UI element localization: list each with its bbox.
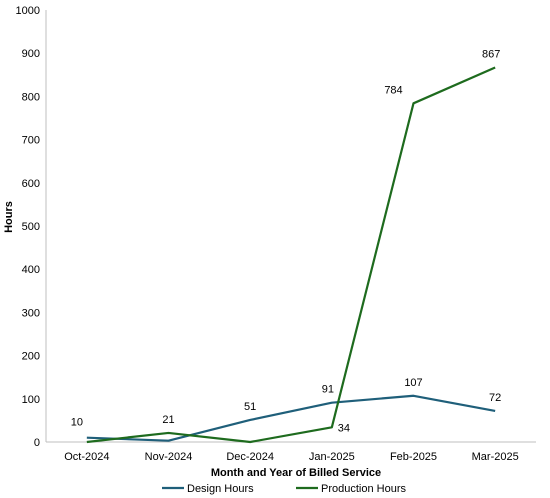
y-tick-label: 1000 [16,5,40,17]
legend-label: Production Hours [321,483,406,495]
data-label: 107 [404,377,422,389]
y-axis-title: Hours [3,201,15,233]
y-tick-label: 900 [22,48,40,60]
x-axis-title: Month and Year of Billed Service [211,467,381,479]
legend-label: Design Hours [187,483,254,495]
y-tick-label: 400 [22,264,40,276]
legend: Design Hours Production Hours [162,483,406,495]
series-lines [86,66,496,444]
x-tick-label: Mar-2025 [472,451,519,463]
data-label: 21 [162,414,174,426]
data-label: 72 [489,392,501,404]
y-tick-label: 300 [22,307,40,319]
x-tick-label: Nov-2024 [145,451,193,463]
data-label: 91 [322,384,334,396]
x-tick-label: Oct-2024 [64,451,109,463]
data-label: 34 [338,422,350,434]
y-tick-label: 0 [34,437,40,449]
data-label: 51 [244,401,256,413]
y-tick-label: 700 [22,135,40,147]
x-tick-label: Dec-2024 [226,451,274,463]
data-labels: 10 51 91 107 72 21 34 784 867 [71,48,502,434]
axes [45,10,536,443]
series-line-design-hours [86,394,496,442]
x-tick-label: Feb-2025 [390,451,437,463]
data-label: 867 [482,48,500,60]
y-tick-labels: 0 100 200 300 400 500 600 700 800 900 1000 [16,5,40,449]
data-label: 10 [71,417,83,429]
series-line-production-hours [86,66,496,444]
y-tick-label: 500 [22,221,40,233]
y-tick-label: 800 [22,91,40,103]
x-tick-label: Jan-2025 [309,451,355,463]
data-label: 784 [384,84,402,96]
y-tick-label: 200 [22,351,40,363]
x-tick-labels: Oct-2024 Nov-2024 Dec-2024 Jan-2025 Feb-2025… [64,451,518,463]
y-tick-label: 600 [22,178,40,190]
y-tick-label: 100 [22,394,40,406]
